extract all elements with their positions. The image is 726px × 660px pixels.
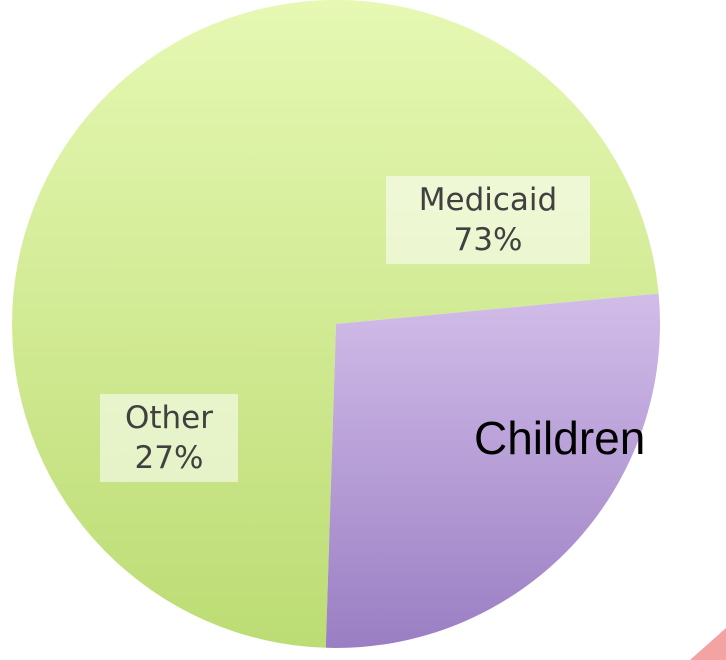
corner-accent — [690, 628, 726, 660]
caption-children: Children — [474, 412, 646, 464]
other-slice-label: Other 27% — [100, 394, 238, 482]
medicaid-slice-label: Medicaid 73% — [386, 176, 590, 264]
other-name: Other — [124, 400, 214, 436]
medicaid-percent: 73% — [453, 222, 523, 258]
other-percent: 27% — [134, 440, 204, 476]
pie-slice-other — [325, 293, 661, 648]
pie-slice-medicaid — [12, 0, 659, 648]
medicaid-name: Medicaid — [418, 182, 558, 218]
